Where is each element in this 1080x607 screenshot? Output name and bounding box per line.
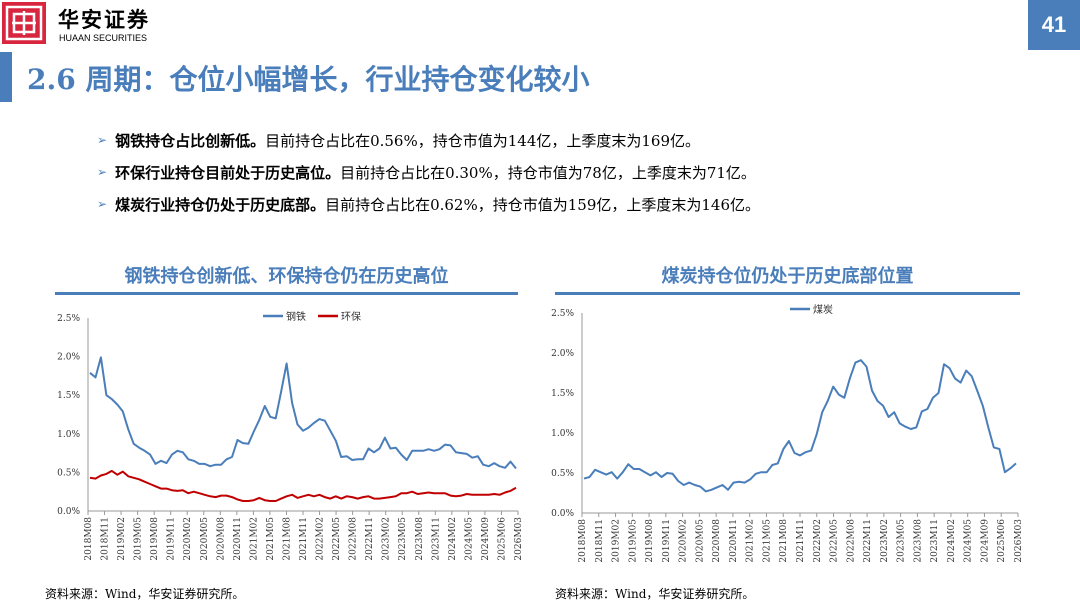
x-tick-label: 2021M05 <box>266 517 276 561</box>
x-tick-label: 2019M08 <box>645 519 655 563</box>
x-tick-label: 2023M05 <box>398 517 408 561</box>
bullet-bold: 钢铁持仓占比创新低。 <box>115 131 266 150</box>
chart-title-rule <box>555 292 1020 295</box>
x-tick-label: 2021M11 <box>299 517 309 561</box>
bullet-item: ➢ 环保行业持仓目前处于历史高位。 目前持仓占比在0.30%，持仓市值为78亿，上季… <box>97 156 760 188</box>
y-tick-label: 1.0% <box>551 429 574 439</box>
x-tick-label: 2019M02 <box>117 517 127 561</box>
x-tick-label: 2018M11 <box>595 519 605 563</box>
legend-label: 环保 <box>341 310 361 323</box>
x-tick-label: 2022M02 <box>813 519 823 563</box>
x-tick-label: 2024M02 <box>448 517 458 561</box>
legend-label: 钢铁 <box>286 310 306 323</box>
x-tick-label: 2024M05 <box>464 517 474 561</box>
x-tick-label: 2025M06 <box>997 519 1007 563</box>
x-tick-label: 2020M05 <box>200 517 210 561</box>
x-tick-label: 2022M08 <box>349 517 359 561</box>
chart-title-coal: 煤炭持仓位仍处于历史底部位置 <box>661 266 914 287</box>
logo <box>2 2 46 44</box>
arrow-bullet-icon: ➢ <box>97 133 108 147</box>
x-tick-label: 2020M08 <box>712 519 722 563</box>
x-tick-label: 2019M08 <box>150 517 160 561</box>
x-tick-label: 2021M02 <box>249 517 259 561</box>
x-tick-label: 2018M08 <box>578 519 588 563</box>
y-tick-label: 1.5% <box>57 391 80 401</box>
x-tick-label: 2020M11 <box>233 517 243 561</box>
x-tick-label: 2021M05 <box>762 519 772 563</box>
x-tick-label: 2020M02 <box>183 517 193 561</box>
y-tick-label: 0.0% <box>57 507 80 517</box>
x-tick-label: 2018M08 <box>84 517 94 561</box>
x-tick-label: 2019M11 <box>167 517 177 561</box>
x-tick-label: 2024M09 <box>481 517 491 561</box>
x-tick-label: 2022M11 <box>863 519 873 563</box>
x-tick-label: 2020M02 <box>679 519 689 563</box>
bullet-text: 目前持仓占比在0.56%，持仓市值为144亿，上季度末为169亿。 <box>265 131 700 150</box>
bullet-text: 目前持仓占比在0.62%，持仓市值为159亿，上季度末为146亿。 <box>325 195 760 214</box>
series-line-环保 <box>89 469 517 502</box>
x-tick-label: 2023M02 <box>382 517 392 561</box>
x-tick-label: 2023M11 <box>431 517 441 561</box>
x-tick-label: 2019M11 <box>662 519 672 563</box>
x-tick-label: 2021M11 <box>796 519 806 563</box>
x-tick-label: 2020M08 <box>216 517 226 561</box>
x-tick-label: 2026M03 <box>1014 519 1024 563</box>
page-number: 41 <box>1028 0 1080 50</box>
chart-title-steel-env: 钢铁持仓创新低、环保持仓仍在历史高位 <box>124 266 449 287</box>
bullet-bold: 环保行业持仓目前处于历史高位。 <box>115 163 341 182</box>
x-tick-label: 2021M02 <box>746 519 756 563</box>
x-tick-label: 2023M11 <box>930 519 940 563</box>
source-note: 资料来源：Wind，华安证券研究所。 <box>555 587 755 601</box>
x-tick-label: 2022M05 <box>332 517 342 561</box>
x-tick-label: 2020M05 <box>695 519 705 563</box>
x-tick-label: 2023M08 <box>913 519 923 563</box>
arrow-bullet-icon: ➢ <box>97 165 108 179</box>
bullet-list: ➢ 钢铁持仓占比创新低。 目前持仓占比在0.56%，持仓市值为144亿，上季度末为1… <box>97 124 760 220</box>
x-tick-label: 2019M02 <box>612 519 622 563</box>
y-tick-label: 1.0% <box>57 430 80 440</box>
bullet-item: ➢ 煤炭行业持仓仍处于历史底部。 目前持仓占比在0.62%，持仓市值为159亿，上季… <box>97 188 760 220</box>
y-tick-label: 2.0% <box>551 349 574 359</box>
bullet-item: ➢ 钢铁持仓占比创新低。 目前持仓占比在0.56%，持仓市值为144亿，上季度末为1… <box>97 124 760 156</box>
x-tick-label: 2019M05 <box>134 517 144 561</box>
x-tick-label: 2024M05 <box>964 519 974 563</box>
bullet-text: 目前持仓占比在0.30%，持仓市值为78亿，上季度末为71亿。 <box>340 163 756 182</box>
legend-label: 煤炭 <box>813 303 833 316</box>
bullet-bold: 煤炭行业持仓仍处于历史底部。 <box>115 195 326 214</box>
y-tick-label: 0.5% <box>551 469 574 479</box>
x-tick-label: 2022M11 <box>365 517 375 561</box>
x-tick-label: 2022M05 <box>830 519 840 563</box>
x-tick-label: 2023M05 <box>897 519 907 563</box>
chart-title-rule <box>55 292 518 295</box>
y-tick-label: 0.0% <box>551 509 574 519</box>
x-tick-label: 2023M08 <box>415 517 425 561</box>
x-tick-label: 2022M02 <box>316 517 326 561</box>
x-tick-label: 2018M11 <box>101 517 111 561</box>
y-tick-label: 2.0% <box>57 353 80 363</box>
y-tick-label: 1.5% <box>551 389 574 399</box>
x-tick-label: 2019M05 <box>628 519 638 563</box>
x-tick-label: 2021M08 <box>282 517 292 561</box>
brand-name: 华安证券 <box>58 7 150 32</box>
x-tick-label: 2026M03 <box>514 517 524 561</box>
brand-name-en: HUAAN SECURITIES <box>59 33 148 43</box>
series-line-煤炭 <box>583 359 1017 493</box>
y-tick-label: 2.5% <box>57 314 80 324</box>
x-tick-label: 2025M06 <box>497 517 507 561</box>
x-tick-label: 2022M08 <box>846 519 856 563</box>
y-tick-label: 2.5% <box>551 309 574 319</box>
arrow-bullet-icon: ➢ <box>97 197 108 211</box>
page-title: 2.6 周期：仓位小幅增长，行业持仓变化较小 <box>27 63 590 96</box>
series-line-钢铁 <box>89 356 517 470</box>
x-tick-label: 2021M08 <box>779 519 789 563</box>
x-tick-label: 2023M02 <box>880 519 890 563</box>
x-tick-label: 2024M09 <box>980 519 990 563</box>
y-tick-label: 0.5% <box>57 468 80 478</box>
x-tick-label: 2020M11 <box>729 519 739 563</box>
source-note: 资料来源：Wind，华安证券研究所。 <box>45 587 245 601</box>
x-tick-label: 2024M02 <box>947 519 957 563</box>
title-accent-bar <box>0 52 12 102</box>
